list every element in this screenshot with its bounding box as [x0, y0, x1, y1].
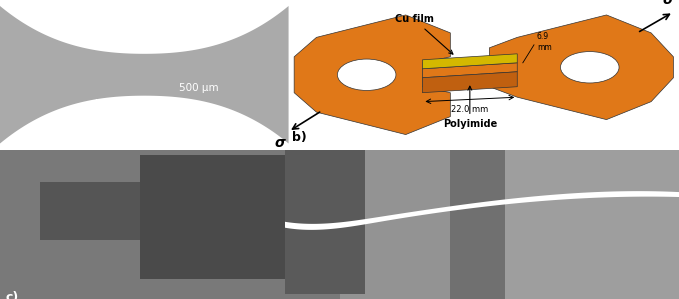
Polygon shape: [422, 54, 517, 69]
Text: c): c): [5, 291, 18, 299]
Circle shape: [560, 51, 619, 83]
Polygon shape: [0, 6, 289, 144]
Polygon shape: [422, 72, 517, 93]
Bar: [285, 150, 365, 294]
Polygon shape: [490, 15, 674, 120]
Bar: [140, 155, 285, 279]
Bar: [450, 150, 505, 299]
Circle shape: [337, 59, 396, 90]
Polygon shape: [285, 191, 679, 230]
Bar: [40, 182, 300, 239]
Text: 500 μm: 500 μm: [179, 83, 219, 93]
Text: Cu film: Cu film: [394, 14, 453, 54]
Polygon shape: [422, 63, 517, 78]
Text: a): a): [86, 99, 101, 112]
Text: σ: σ: [275, 136, 286, 150]
Text: Polyimide: Polyimide: [443, 86, 497, 129]
Text: σ: σ: [663, 0, 673, 7]
Text: 6.9
mm: 6.9 mm: [537, 32, 551, 51]
Text: 22.0 mm: 22.0 mm: [452, 105, 488, 114]
Text: b): b): [293, 131, 307, 144]
Polygon shape: [294, 15, 450, 135]
